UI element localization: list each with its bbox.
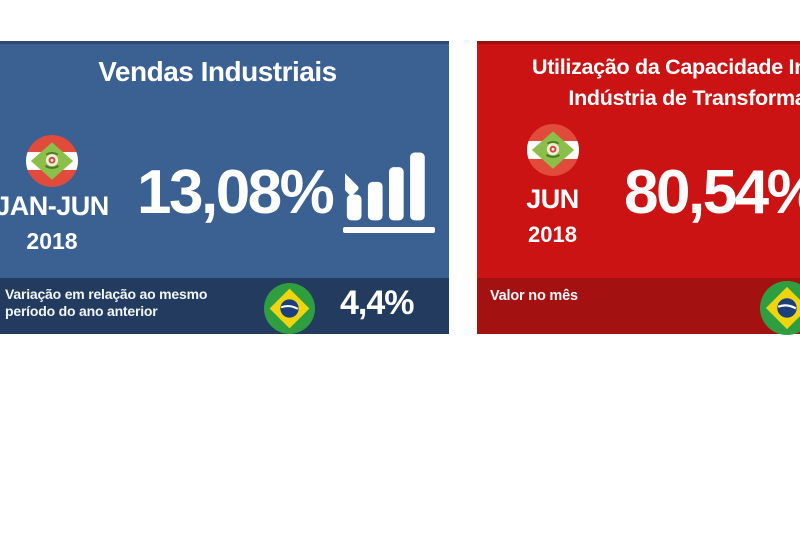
santa-catarina-flag-icon (26, 135, 78, 187)
footer-value: 4,4% (340, 284, 414, 322)
card-utilizacao-capacidade: Utilização da Capacidade Instalada Indús… (477, 41, 800, 335)
card-title-line2: Indústria de Transformação (568, 86, 800, 110)
card-vendas-industriais: Vendas Industriais JAN-JUN 2018 13,08% (0, 41, 449, 334)
footer-note: Valor no mês (490, 288, 578, 304)
period-label: JAN-JUN (0, 191, 109, 221)
card-title: Utilização da Capacidade Instalada Indús… (477, 52, 800, 114)
period-label: JUN (526, 184, 579, 214)
period-year: 2018 (528, 222, 577, 247)
brazil-flag-icon (760, 281, 800, 335)
footer-note-line2: período do ano anterior (5, 303, 158, 319)
bar-chart-rising-arrow-icon (345, 152, 425, 221)
period-column: JAN-JUN 2018 (0, 135, 110, 255)
footer-note: Variação em relação ao mesmo período do … (5, 286, 207, 320)
brazil-flag-icon (264, 283, 315, 334)
main-value: 13,08% (137, 158, 335, 227)
card-title: Vendas Industriais (98, 56, 337, 87)
trend-icon-underline (343, 227, 435, 233)
card-title-line1: Utilização da Capacidade Instalada (531, 55, 800, 79)
santa-catarina-flag-icon (526, 124, 579, 176)
footer-note-line1: Variação em relação ao mesmo (5, 286, 208, 302)
period-year: 2018 (26, 228, 78, 254)
period-column: JUN 2018 (500, 124, 605, 248)
main-value: 80,54% (624, 158, 800, 227)
card-footer: Variação em relação ao mesmo período do … (0, 278, 449, 334)
card-footer: Valor no mês (477, 278, 800, 335)
